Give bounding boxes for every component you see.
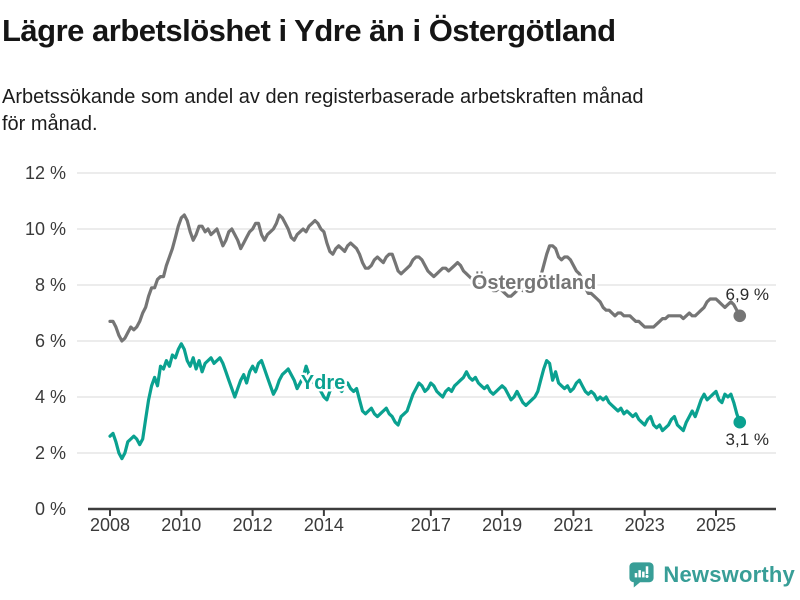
chart-subtitle-line1: Arbetssökande som andel av den registerb… [2,86,644,108]
y-tick-label: 2 % [35,443,66,463]
y-tick-label: 12 % [25,163,66,183]
y-tick-label: 0 % [35,499,66,519]
ostergotland-end-label: 6,9 % [726,285,769,304]
x-tick-label: 2025 [696,515,736,535]
ostergotland-end-dot [733,309,747,323]
x-tick-label: 2010 [161,515,201,535]
chart-subtitle-line2: för månad. [2,113,98,135]
newsworthy-wordmark: Newsworthy [663,561,795,587]
y-tick-label: 6 % [35,331,66,351]
y-tick-label: 10 % [25,219,66,239]
x-tick-label: 2021 [553,515,593,535]
y-tick-label: 8 % [35,275,66,295]
ostergotland-line [108,213,742,343]
newsworthy-logo: Newsworthy [627,560,795,589]
x-tick-label: 2019 [482,515,522,535]
ydre-end-label: 3,1 % [726,430,769,449]
chart-subtitle: Arbetssökande som andel av den registerb… [2,84,644,138]
ydre-line [108,342,742,461]
ydre-series-label: Ydre [301,372,345,394]
x-tick-label: 2017 [411,515,451,535]
x-tick-label: 2023 [625,515,665,535]
x-tick-label: 2012 [233,515,273,535]
newsworthy-icon [629,562,654,588]
x-tick-label: 2008 [90,515,130,535]
x-tick-label: 2014 [304,515,344,535]
ydre-end-dot [733,415,747,429]
ostergotland-series-label: Östergötland [472,271,596,294]
chart-title: Lägre arbetslöshet i Ydre än i Östergötl… [2,13,616,48]
y-tick-label: 4 % [35,387,66,407]
